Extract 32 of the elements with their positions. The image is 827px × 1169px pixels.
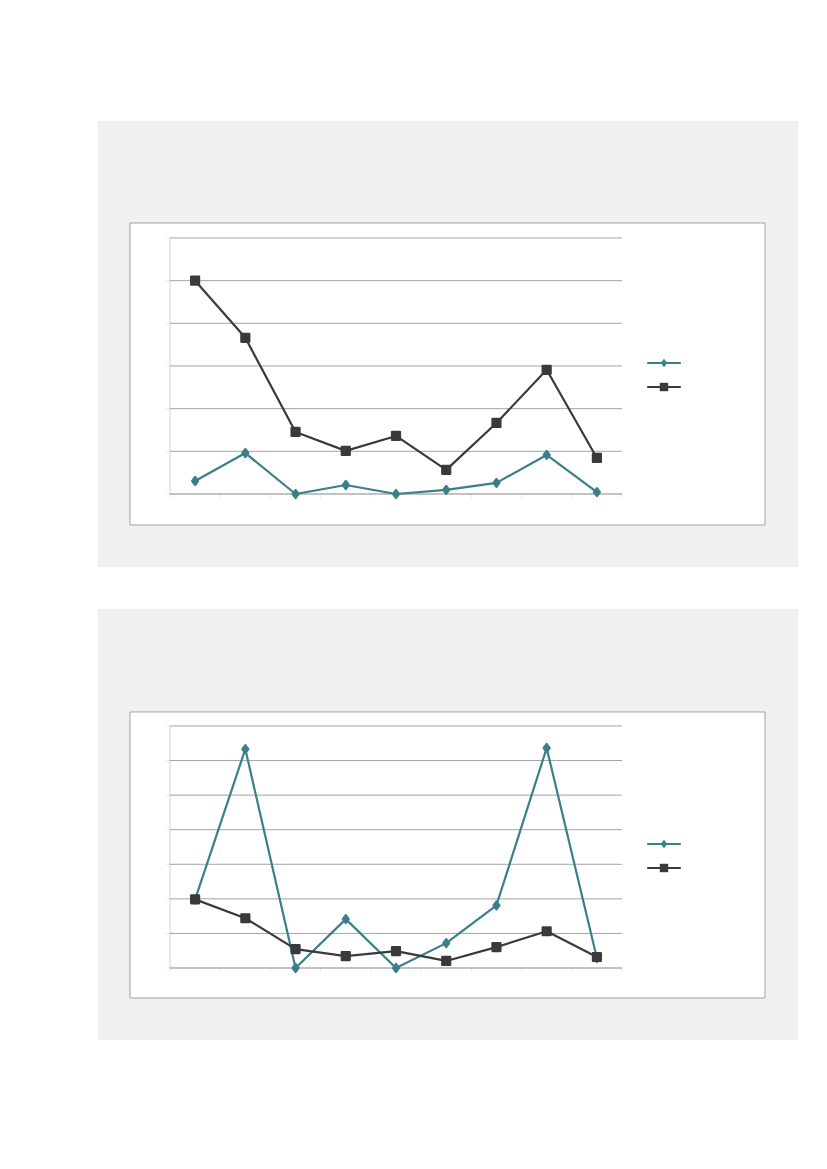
point bbox=[191, 475, 200, 487]
point bbox=[442, 938, 451, 949]
point bbox=[592, 486, 601, 498]
point bbox=[241, 743, 250, 755]
point bbox=[290, 943, 301, 955]
point bbox=[492, 900, 501, 911]
point bbox=[291, 488, 300, 500]
point bbox=[340, 445, 351, 456]
point bbox=[240, 332, 251, 343]
point bbox=[441, 464, 452, 475]
point bbox=[390, 430, 402, 442]
point bbox=[542, 449, 551, 461]
point bbox=[390, 945, 402, 957]
point bbox=[542, 742, 551, 754]
point bbox=[491, 417, 502, 429]
point bbox=[391, 962, 401, 974]
point bbox=[492, 477, 501, 488]
point bbox=[291, 962, 300, 974]
point bbox=[340, 951, 351, 962]
point bbox=[241, 447, 250, 459]
point bbox=[541, 926, 552, 937]
point bbox=[591, 452, 602, 464]
point bbox=[442, 484, 451, 496]
point bbox=[290, 426, 301, 438]
point bbox=[341, 914, 350, 925]
point bbox=[441, 955, 452, 967]
point bbox=[190, 275, 201, 286]
point bbox=[541, 364, 552, 375]
point bbox=[491, 941, 502, 953]
point bbox=[341, 479, 350, 491]
point bbox=[391, 488, 401, 500]
point bbox=[240, 913, 251, 924]
